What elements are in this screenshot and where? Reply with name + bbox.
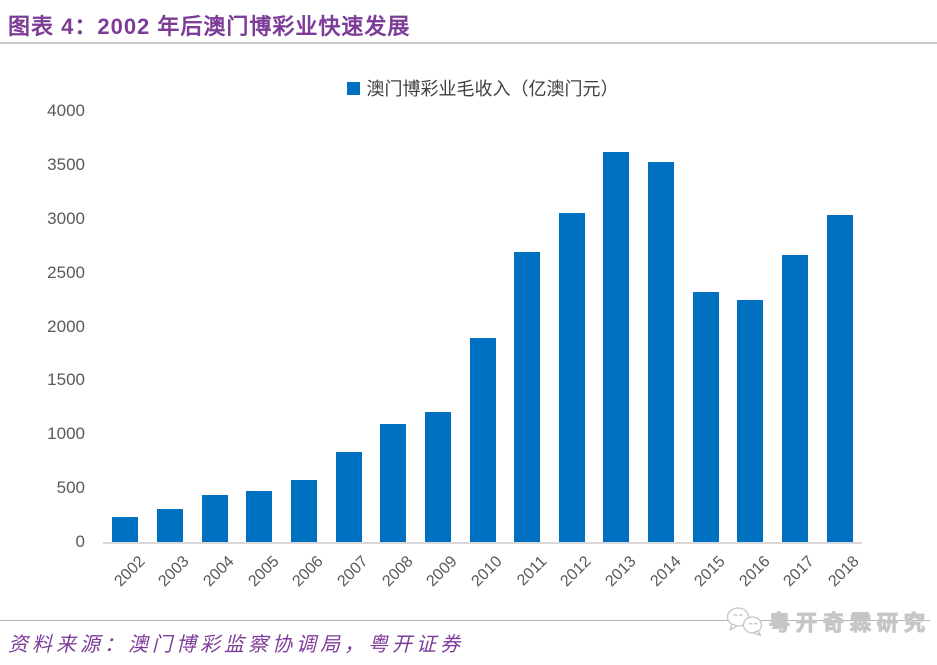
watermark-text: 粤开奇霖研究 <box>769 612 931 636</box>
bar-2016 <box>737 300 764 542</box>
legend: 澳门博彩业毛收入（亿澳门元） <box>103 78 862 99</box>
source-note: 资料来源：澳门博彩监察协调局，粤开证券 <box>8 634 464 656</box>
bar-2009 <box>424 412 451 542</box>
bar-2010 <box>469 337 496 542</box>
x-axis-label-2005: 2005 <box>245 553 283 591</box>
x-axis-label-2007: 2007 <box>334 553 372 591</box>
legend-label: 澳门博彩业毛收入（亿澳门元） <box>366 79 619 99</box>
y-axis-label-4000: 4000 <box>47 101 85 120</box>
watermark: 粤开奇霖研究 <box>725 604 931 640</box>
x-axis-label-2013: 2013 <box>602 553 640 591</box>
plot-area: 2002 2003 2004 2005 2006 2007 2008 2009 2010 2011… <box>103 111 863 590</box>
title-divider <box>0 42 937 44</box>
x-axis-label-2002: 2002 <box>111 553 149 591</box>
y-axis-label-2500: 2500 <box>47 262 85 282</box>
figure-title: 图表 4：2002 年后澳门博彩业快速发展 <box>8 14 411 39</box>
bar-2002 <box>112 516 139 542</box>
y-axis-label-0: 0 <box>75 532 85 551</box>
bar-2013 <box>603 152 630 542</box>
wechat-icon <box>726 607 763 637</box>
bar-2005 <box>246 491 273 542</box>
y-axis-label-1000: 1000 <box>47 424 85 444</box>
x-axis-label-2015: 2015 <box>691 553 729 591</box>
x-axis-label-2011: 2011 <box>513 553 551 590</box>
x-axis-label-2016: 2016 <box>736 553 774 591</box>
x-axis-label-2009: 2009 <box>423 553 461 591</box>
bar-2006 <box>290 480 317 542</box>
bar-2003 <box>156 509 183 542</box>
y-axis-label-3000: 3000 <box>47 208 85 228</box>
x-axis-label-2012: 2012 <box>557 553 595 591</box>
x-axis-label-2008: 2008 <box>379 553 417 591</box>
x-axis-label-2018: 2018 <box>825 553 863 591</box>
y-axis-label-2000: 2000 <box>47 316 85 336</box>
bar-2017 <box>782 255 809 542</box>
bar-2008 <box>380 423 407 542</box>
bar-2011 <box>514 252 541 542</box>
x-axis-label-2014: 2014 <box>646 553 685 591</box>
x-axis-label-2006: 2006 <box>289 553 327 591</box>
bar-2012 <box>558 213 585 542</box>
bar-2018 <box>826 214 853 542</box>
y-axis-label-3500: 3500 <box>47 154 85 174</box>
legend-marker <box>346 81 360 95</box>
y-axis-label-1500: 1500 <box>47 370 85 390</box>
x-axis-label-2010: 2010 <box>468 553 506 591</box>
bar-2007 <box>335 451 362 542</box>
bar-2014 <box>648 161 675 542</box>
x-axis-label-2017: 2017 <box>780 553 819 591</box>
footer-divider <box>0 620 930 621</box>
y-axis-label-500: 500 <box>56 478 85 498</box>
x-axis-label-2004: 2004 <box>200 553 238 591</box>
bar-2015 <box>692 292 719 542</box>
bar-2004 <box>201 495 228 542</box>
x-axis-label-2003: 2003 <box>155 553 194 591</box>
